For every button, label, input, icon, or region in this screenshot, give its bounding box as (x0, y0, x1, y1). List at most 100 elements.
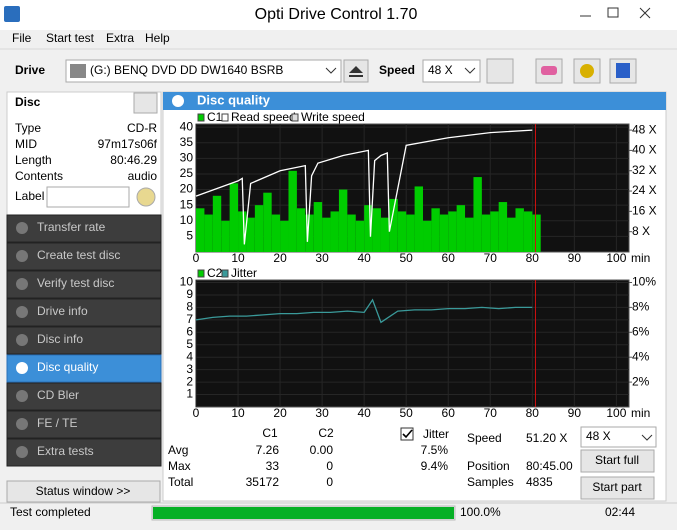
speed-select[interactable] (580, 426, 657, 448)
stats-column: C1 (262, 426, 278, 440)
combo-arrow (464, 67, 476, 74)
nav-button[interactable] (6, 382, 162, 411)
refresh-button[interactable] (486, 58, 514, 84)
disc-value: 97m17s06f (98, 137, 158, 151)
bar (330, 211, 339, 252)
x-tick-label: 40 (357, 406, 371, 420)
label-input[interactable] (46, 186, 130, 208)
nav-button[interactable] (6, 438, 162, 467)
y2-tick-label: 48 X (632, 122, 657, 136)
nav-label: Transfer rate (37, 220, 106, 234)
window-buttons[interactable] (580, 7, 651, 19)
nav-icon (16, 250, 28, 262)
nav-label: Create test disc (37, 248, 120, 262)
start-full-button[interactable] (580, 449, 655, 473)
nav-button[interactable] (6, 326, 162, 355)
x-tick-label: 0 (193, 406, 200, 420)
nav-icon (16, 390, 28, 402)
x-tick-label: 50 (400, 406, 414, 420)
drive-combo[interactable] (65, 59, 342, 83)
jitter-value: 7.5% (421, 443, 449, 457)
stats-row-label: Max (168, 459, 191, 473)
bar (465, 217, 474, 252)
erase-icon (541, 66, 557, 75)
y-tick-label: 4 (186, 349, 193, 363)
bar (280, 220, 289, 252)
y-tick-label: 35 (180, 135, 194, 149)
nav-button[interactable] (6, 298, 162, 327)
x-tick-label: 70 (484, 406, 498, 420)
disc-value: audio (128, 169, 158, 183)
stats-row-label: Avg (168, 443, 188, 457)
speed-select-value: 48 X (586, 429, 611, 443)
menu-item[interactable]: Start test (46, 31, 95, 45)
speed-label: Speed (379, 63, 415, 77)
nav-label: Disc quality (37, 360, 98, 374)
nav-label: Drive info (37, 304, 88, 318)
elapsed-time: 02:44 (605, 505, 635, 519)
eject-icon (349, 66, 363, 77)
bar (296, 208, 306, 252)
panel-icon (172, 95, 184, 107)
menu-item[interactable]: Extra (106, 31, 134, 45)
y-tick-label: 10 (180, 213, 194, 227)
nav-button[interactable] (6, 270, 162, 299)
y-tick-label: 30 (180, 151, 194, 165)
y2-tick-label: 8 X (632, 224, 650, 238)
status-window-button[interactable] (6, 480, 161, 503)
y2-tick-label: 10% (632, 275, 656, 289)
x-tick-label: 70 (484, 251, 498, 265)
start-part-button[interactable] (580, 476, 655, 500)
nav-label: CD Bler (37, 388, 79, 402)
close[interactable] (639, 7, 651, 19)
nav-button[interactable] (6, 410, 162, 439)
x-tick-label: 60 (442, 406, 456, 420)
combo-arrow (641, 434, 653, 441)
legend-label: Write speed (301, 110, 365, 124)
nav-button[interactable] (6, 214, 162, 243)
nav-button[interactable] (6, 242, 162, 271)
bar (204, 214, 213, 252)
label-button[interactable] (136, 187, 156, 207)
disc-title: Disc (15, 95, 41, 109)
jitter-checkbox[interactable] (400, 427, 414, 441)
x-tick-label: 30 (315, 406, 329, 420)
disc-key: Type (15, 121, 41, 135)
x-tick-label: 0 (193, 251, 200, 265)
save-icon (616, 63, 630, 78)
nav-icon (16, 278, 28, 290)
legend-swatch (197, 269, 205, 278)
bar (439, 214, 449, 252)
menu-item[interactable]: Help (145, 31, 170, 45)
legend-swatch (221, 113, 229, 122)
bar (305, 214, 314, 252)
bar (288, 170, 297, 252)
bar (515, 208, 524, 252)
nav-label: Verify test disc (37, 276, 114, 290)
app-icon (4, 6, 20, 22)
drive-label: Drive (15, 63, 45, 77)
nav-button[interactable] (6, 354, 162, 383)
y-tick-label: 1 (186, 387, 193, 401)
disc-label: Label (15, 189, 44, 203)
disc-value: 80:46.29 (110, 153, 157, 167)
menu-item[interactable]: File (12, 31, 32, 45)
stats-value: 35172 (246, 475, 280, 489)
nav-icon (16, 306, 28, 318)
bar (473, 177, 482, 252)
legend-swatch (197, 113, 205, 122)
maximize[interactable] (607, 7, 619, 18)
bar (238, 211, 247, 252)
window-title: Opti Drive Control 1.70 (255, 6, 418, 23)
bar (389, 198, 398, 252)
disc-refresh[interactable] (133, 92, 158, 114)
legend-swatch (221, 269, 229, 278)
stats-value: 0 (326, 459, 333, 473)
y2-tick-label: 2% (632, 374, 650, 388)
speed-combo[interactable] (422, 59, 481, 83)
y-tick-label: 2 (186, 374, 193, 388)
x-tick-label: 20 (273, 251, 287, 265)
y-tick-label: 6 (186, 324, 193, 338)
info-label: Position (467, 459, 510, 473)
y-tick-label: 15 (180, 197, 194, 211)
